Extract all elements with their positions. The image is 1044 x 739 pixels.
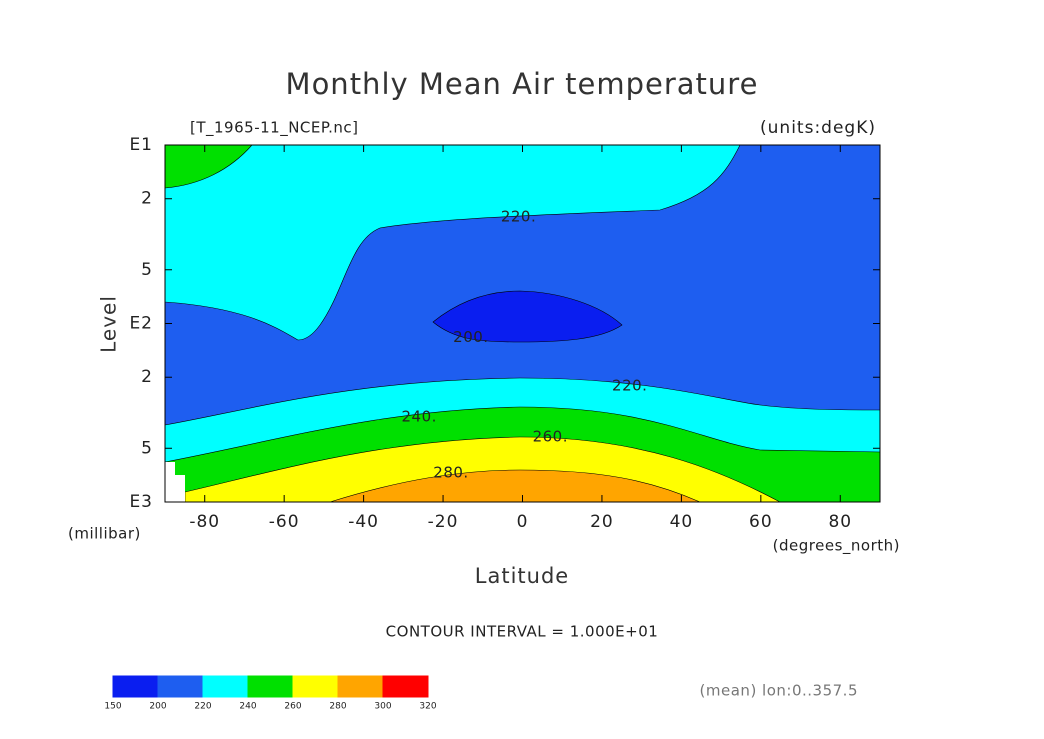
x-tick-label: 20 [590,512,614,532]
colorbar-swatch [382,675,429,698]
x-units: (degrees_north) [773,537,900,556]
contour-fill [164,144,253,189]
contour-label: 280. [433,464,468,482]
y-tick-label: 2 [141,189,153,209]
colorbar-label: 280 [329,702,346,712]
y-tick-label: 5 [141,260,153,280]
contour-label: 220. [501,207,536,225]
contour-label: 220. [612,377,647,395]
y-tick-label: 5 [141,438,153,458]
colorbar-swatch [112,675,159,698]
x-tick-label: 40 [670,512,694,532]
subtitle-right: (units:degK) [760,118,876,138]
y-tick-label: E1 [129,135,153,155]
colorbar-swatch [247,675,294,698]
colorbar-swatch [337,675,384,698]
x-tick-label: 60 [749,512,773,532]
x-axis-label: Latitude [475,564,569,588]
contour-fill [164,144,741,341]
colorbar-label: 260 [284,702,301,712]
x-tick-label: 80 [828,512,852,532]
contour-fill [329,469,701,503]
y-tick-label: 2 [141,367,153,387]
colorbar-label: 150 [104,702,121,712]
missing-data [165,462,185,502]
colorbar-label: 220 [194,702,211,712]
contour-interval: CONTOUR INTERVAL = 1.000E+01 [386,623,659,641]
x-tick-label: -20 [428,512,459,532]
contour-label: 200. [453,328,488,346]
colorbar-label: 240 [239,702,256,712]
y-tick-label: E3 [129,492,153,512]
contour-label: 260. [533,427,568,445]
footer-note: (mean) lon:0..357.5 [700,682,858,700]
x-tick-label: 0 [517,512,529,532]
contour-label: 240. [402,407,437,425]
colorbar-label: 200 [149,702,166,712]
colorbar-swatch [202,675,249,698]
colorbar-label: 300 [374,702,391,712]
x-tick-label: -40 [348,512,379,532]
y-tick-label: E2 [129,314,153,334]
y-axis-label: Level [97,295,121,353]
x-tick-label: -60 [269,512,300,532]
chart-title: Monthly Mean Air temperature [286,67,759,101]
subtitle-left: [T_1965-11_NCEP.nc] [190,119,358,138]
colorbar-swatch [292,675,339,698]
colorbar-label: 320 [419,702,436,712]
contour-fill [432,290,623,343]
colorbar-swatch [157,675,204,698]
y-units: (millibar) [68,525,141,543]
x-tick-label: -80 [189,512,220,532]
